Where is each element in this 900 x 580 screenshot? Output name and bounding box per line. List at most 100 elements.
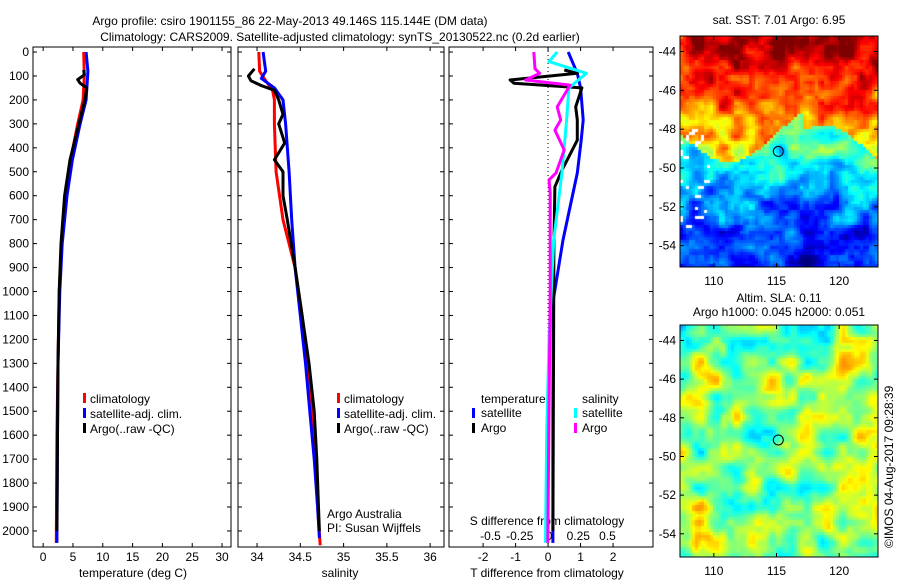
legend-swatch-argo	[337, 423, 340, 433]
x-tick-label: 10	[96, 550, 110, 564]
map-x-tick-label: 120	[829, 274, 849, 288]
depth-tick-label: 500	[9, 165, 29, 179]
s-diff-tick-label: -0.25	[506, 529, 534, 543]
credit-line2: PI: Susan Wijffels	[327, 521, 421, 535]
figure-title-line2: Climatology: CARS2009. Satellite-adjuste…	[100, 30, 580, 44]
map-y-tick-label: -50	[659, 161, 677, 175]
sst-map-image	[680, 36, 878, 267]
series-line-satellite-adj-clim-	[55, 51, 90, 543]
depth-tick-label: 1200	[2, 332, 29, 346]
imos-watermark: ©IMOS 04-Aug-2017 09:28:39	[882, 385, 896, 548]
sst-map-title: sat. SST: 7.01 Argo: 6.95	[713, 13, 846, 27]
depth-tick-label: 600	[9, 189, 29, 203]
legend-label: satellite	[481, 406, 522, 420]
map-frame	[679, 324, 879, 558]
x-tick-label: -2	[478, 550, 489, 564]
plot-frame	[32, 46, 232, 548]
map-y-tick-label: -52	[659, 488, 677, 502]
x-tick-label: 34.5	[289, 550, 313, 564]
x-tick-label: -1	[510, 550, 521, 564]
legend-header-salinity: salinity	[582, 392, 619, 406]
legend-swatch-t-satellite	[472, 408, 475, 418]
legend-swatch-climatology	[337, 393, 340, 403]
series-line-satellite-adj-clim-	[259, 51, 321, 539]
map-y-tick-label: -46	[659, 372, 677, 386]
map-y-tick-label: -50	[659, 449, 677, 463]
x-tick-label: 0	[40, 550, 47, 564]
x-tick-label: 35	[337, 550, 351, 564]
temperature-legend: climatology satellite-adj. clim. Argo(..…	[83, 392, 182, 436]
legend-label: climatology	[344, 392, 404, 406]
credit-line1: Argo Australia	[327, 507, 402, 521]
depth-tick-label: 1500	[2, 404, 29, 418]
legend-label: climatology	[90, 392, 150, 406]
series-line-argo-raw-qc-	[55, 69, 89, 532]
s-diff-tick-label: -0.5	[480, 529, 501, 543]
salinity-legend: climatology satellite-adj. clim. Argo(..…	[337, 392, 436, 436]
map-y-tick-label: -48	[659, 411, 677, 425]
s-diff-tick-label: 0.25	[567, 529, 591, 543]
depth-tick-label: 1300	[2, 356, 29, 370]
x-tick-label: 34	[250, 550, 264, 564]
argo-position-marker	[772, 434, 784, 446]
x-tick-label: 36	[423, 550, 437, 564]
map-x-tick-label: 115	[767, 274, 786, 288]
legend-label: Argo(..raw -QC)	[344, 422, 429, 436]
depth-tick-label: 800	[9, 237, 29, 251]
depth-tick-label: 1700	[2, 452, 29, 466]
plot-frame	[237, 46, 445, 548]
series-line-argo-raw-qc-	[246, 67, 321, 532]
series-line-climatology	[257, 51, 322, 546]
depth-tick-label: 0	[22, 45, 29, 59]
tdiff-xlabel: T difference from climatology	[470, 566, 624, 580]
x-tick-label: 15	[126, 550, 140, 564]
map-y-tick-label: -44	[659, 333, 677, 347]
x-tick-label: 25	[186, 550, 200, 564]
x-tick-label: 5	[70, 550, 77, 564]
legend-label: satellite-adj. clim.	[344, 407, 436, 421]
legend-swatch-s-argo	[574, 423, 577, 433]
depth-tick-label: 1900	[2, 500, 29, 514]
x-tick-label: 30	[215, 550, 229, 564]
depth-tick-label: 1000	[2, 284, 29, 298]
legend-label: satellite-adj. clim.	[90, 407, 182, 421]
x-tick-label: 20	[156, 550, 170, 564]
depth-tick-label: 2000	[2, 524, 29, 538]
depth-tick-label: 1100	[3, 308, 29, 322]
x-tick-label: 0	[545, 550, 552, 564]
map-y-tick-label: -46	[659, 83, 677, 97]
map-y-tick-label: -52	[659, 200, 677, 214]
legend-header-temperature: temperature	[481, 392, 546, 406]
map-x-tick-label: 115	[767, 564, 786, 578]
legend-label: Argo(..raw -QC)	[90, 422, 175, 436]
map-x-tick-label: 110	[704, 564, 723, 578]
series-line-s-argo	[524, 51, 572, 543]
legend-swatch-satellite	[337, 408, 340, 418]
depth-tick-label: 900	[9, 261, 29, 275]
depth-tick-label: 400	[9, 141, 29, 155]
sla-map-title: Altim. SLA: 0.11	[736, 291, 821, 305]
depth-tick-label: 300	[9, 117, 29, 131]
salinity-xlabel: salinity	[322, 566, 359, 580]
sla-map-image	[680, 325, 878, 557]
map-frame	[679, 35, 879, 268]
x-tick-label: 1	[577, 550, 584, 564]
legend-label: Argo	[481, 421, 507, 435]
legend-swatch-argo	[83, 423, 86, 433]
map-y-tick-label: -54	[659, 239, 677, 253]
map-x-tick-label: 120	[829, 564, 849, 578]
depth-tick-label: 200	[9, 93, 29, 107]
x-tick-label: 2	[610, 550, 617, 564]
sla-map-subtitle: Argo h1000: 0.045 h2000: 0.051	[693, 305, 865, 319]
map-y-tick-label: -44	[659, 45, 677, 59]
argo-position-marker	[772, 145, 784, 157]
s-diff-tick-label: 0.5	[599, 529, 616, 543]
depth-tick-label: 100	[9, 69, 29, 83]
legend-swatch-satellite	[83, 408, 86, 418]
depth-tick-label: 700	[9, 213, 29, 227]
legend-swatch-climatology	[83, 393, 86, 403]
plot-frame	[448, 46, 654, 548]
temperature-xlabel: temperature (deg C)	[79, 566, 187, 580]
depth-tick-label: 1800	[2, 476, 29, 490]
